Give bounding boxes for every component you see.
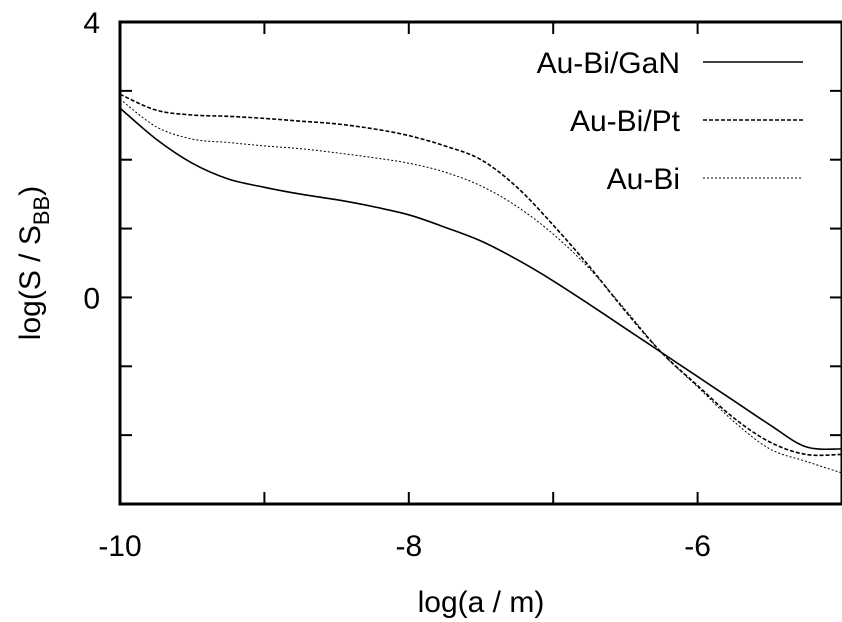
series-line-au-bi-gan xyxy=(119,107,842,451)
series-lines xyxy=(119,93,842,474)
y-tick-label: 4 xyxy=(83,7,100,40)
y-axis-label: log(S / SBB) xyxy=(14,186,54,340)
y-axis-label-close: ) xyxy=(14,186,47,196)
y-axis-label-main: log(S / S xyxy=(14,225,47,340)
x-tick-label: -8 xyxy=(395,530,422,563)
plot-frame xyxy=(118,20,842,506)
y-axis-label-subscript: BB xyxy=(29,196,54,225)
legend: Au-Bi/GaN Au-Bi/Pt Au-Bi xyxy=(537,47,803,196)
x-tick-label: -10 xyxy=(98,530,141,563)
legend-label-au-bi-pt: Au-Bi/Pt xyxy=(570,105,681,138)
series-line-au-bi-pt xyxy=(119,93,842,457)
legend-label-au-bi-gan: Au-Bi/GaN xyxy=(537,47,680,80)
y-tick-label: 0 xyxy=(83,282,100,315)
x-tick-label: -6 xyxy=(684,530,711,563)
x-axis-label: log(a / m) xyxy=(418,586,545,619)
legend-label-au-bi: Au-Bi xyxy=(607,163,680,196)
series-line-au-bi xyxy=(119,98,842,474)
axis-ticks xyxy=(119,21,842,505)
axis-tick-labels: -10 -8 -6 0 4 xyxy=(83,7,711,563)
